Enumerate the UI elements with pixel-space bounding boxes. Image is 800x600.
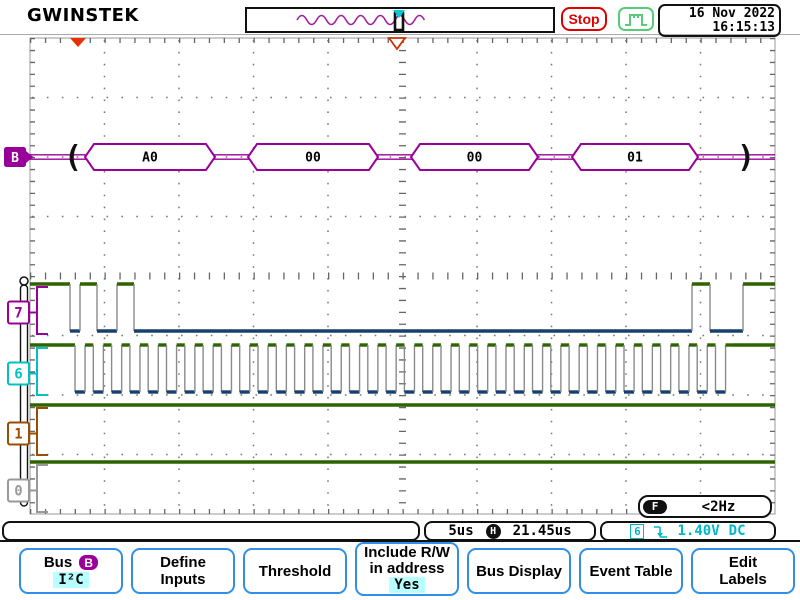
svg-text:00: 00 bbox=[305, 151, 321, 166]
svg-text:0: 0 bbox=[14, 484, 22, 500]
bus-id-badge: B bbox=[79, 555, 99, 570]
channel-indicator-0[interactable]: 0 bbox=[7, 464, 48, 513]
trigger-type-badge bbox=[618, 7, 654, 31]
menu-button-label: Edit bbox=[728, 554, 758, 571]
svg-text:00: 00 bbox=[467, 151, 483, 166]
svg-text:7: 7 bbox=[14, 306, 22, 322]
edit-labels-button[interactable]: Edit Labels bbox=[691, 548, 795, 594]
svg-text:B: B bbox=[11, 151, 19, 166]
timebase-readout: 5us H 21.45us bbox=[424, 521, 596, 541]
acquisition-preview[interactable] bbox=[245, 7, 555, 33]
bus-end-bracket: ) bbox=[737, 140, 755, 175]
h-offset-value: 21.45us bbox=[512, 523, 572, 539]
h-position-marker bbox=[387, 37, 407, 51]
svg-text:1: 1 bbox=[14, 427, 22, 443]
menu-button-value: I²C bbox=[53, 572, 89, 588]
bus-b-button[interactable]: Bus B I²C bbox=[19, 548, 123, 594]
bus-packet: A0 bbox=[83, 143, 217, 171]
svg-text:6: 6 bbox=[14, 367, 22, 383]
bus-display-button[interactable]: Bus Display bbox=[467, 548, 571, 594]
digital-channel-6 bbox=[30, 343, 775, 394]
bus-packet: 00 bbox=[246, 143, 380, 171]
bus-start-bracket: ( bbox=[64, 140, 82, 175]
menu-button-label: Bus Display bbox=[476, 562, 562, 580]
date-label: 16 Nov 2022 bbox=[688, 6, 775, 21]
preview-h-position-marker bbox=[393, 10, 405, 32]
menu-separator bbox=[0, 540, 800, 542]
horizontal-position-icon: H bbox=[485, 523, 501, 539]
menu-button-label: in address bbox=[369, 560, 445, 577]
menu-button-label: Include R/W bbox=[364, 544, 450, 561]
frequency-value: <2Hz bbox=[701, 498, 736, 515]
trigger-level-value: 1.40V bbox=[677, 523, 720, 539]
menu-button-label: Define bbox=[160, 554, 206, 571]
digital-channel-7 bbox=[30, 282, 775, 333]
trigger-coupling-value: DC bbox=[728, 523, 746, 539]
event-table-button[interactable]: Event Table bbox=[579, 548, 683, 594]
svg-text:01: 01 bbox=[627, 151, 643, 166]
channel-indicator-7[interactable]: 7 bbox=[7, 286, 48, 335]
menu-button-label: Threshold bbox=[258, 562, 332, 580]
header-separator bbox=[0, 34, 800, 35]
bus-packet: 01 bbox=[570, 143, 700, 171]
run-state-badge: Stop bbox=[561, 7, 607, 31]
pulse-trigger-icon bbox=[625, 13, 647, 26]
menu-button-label: Bus B bbox=[44, 554, 99, 571]
frequency-readout: F <2Hz bbox=[638, 495, 772, 518]
digital-pod-indicator bbox=[19, 276, 29, 507]
message-box bbox=[2, 521, 420, 541]
graticule bbox=[29, 37, 776, 515]
frequency-badge: F bbox=[643, 499, 667, 514]
channel-indicator-1[interactable]: 1 bbox=[7, 407, 48, 456]
threshold-button[interactable]: Threshold bbox=[243, 548, 347, 594]
falling-edge-icon bbox=[654, 525, 668, 538]
menu-button-label: Labels bbox=[719, 571, 767, 588]
menu-button-label: Inputs bbox=[160, 571, 206, 588]
channel-indicator-6[interactable]: 6 bbox=[7, 347, 48, 396]
menu-button-label: Event Table bbox=[589, 562, 673, 580]
trigger-source-badge: 6 bbox=[630, 523, 645, 539]
bus-packet: 00 bbox=[409, 143, 540, 171]
trigger-readout: 6 1.40V DC bbox=[600, 521, 776, 541]
timebase-value: 5us bbox=[448, 523, 474, 539]
trigger-position-marker bbox=[70, 38, 86, 47]
include-rw-button[interactable]: Include R/W in address Yes bbox=[355, 542, 459, 596]
datetime-display: 16 Nov 2022 16:15:13 bbox=[658, 4, 781, 37]
time-label: 16:15:13 bbox=[712, 20, 775, 35]
svg-text:A0: A0 bbox=[142, 151, 158, 166]
menu-button-value: Yes bbox=[389, 577, 425, 593]
brand-logo: GWINSTEK bbox=[27, 5, 139, 26]
preview-waveform bbox=[296, 10, 426, 32]
define-inputs-button[interactable]: Define Inputs bbox=[131, 548, 235, 594]
bus-label-tag: B bbox=[4, 147, 33, 167]
preview-sine-wave bbox=[296, 14, 426, 26]
